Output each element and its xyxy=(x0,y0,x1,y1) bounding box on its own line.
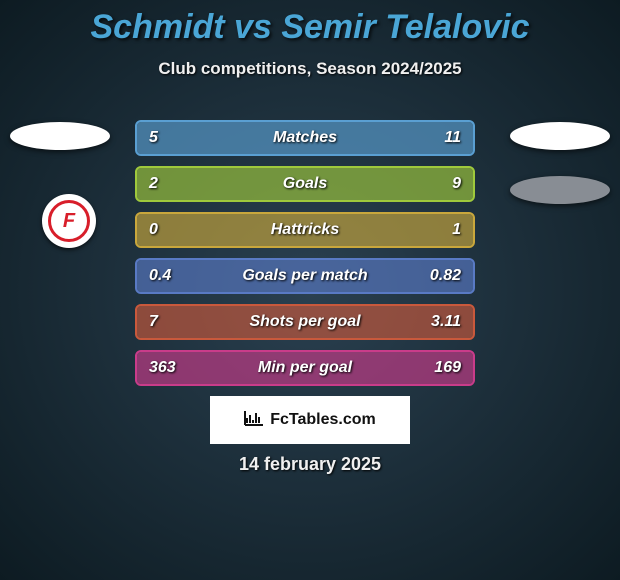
comparison-bars: 5Matches11 2Goals9 0Hattricks1 0.4Goals per… xyxy=(135,120,475,396)
stat-label: Hattricks xyxy=(207,221,403,239)
stat-label: Min per goal xyxy=(207,359,403,377)
stat-row-matches: 5Matches11 xyxy=(135,120,475,156)
stat-value-right: 9 xyxy=(403,175,473,193)
date-text: 14 february 2025 xyxy=(0,454,620,475)
source-logo: FcTables.com xyxy=(210,396,410,444)
stat-row-goals-per-match: 0.4Goals per match0.82 xyxy=(135,258,475,294)
stat-row-goals: 2Goals9 xyxy=(135,166,475,202)
stat-value-right: 1 xyxy=(403,221,473,239)
stat-row-shots-per-goal: 7Shots per goal3.11 xyxy=(135,304,475,340)
chart-icon xyxy=(244,410,264,431)
club-badge-text: F xyxy=(48,200,90,242)
stat-value-left: 7 xyxy=(137,313,207,331)
page-title: Schmidt vs Semir Telalovic xyxy=(0,0,620,47)
stat-label: Shots per goal xyxy=(207,313,403,331)
stat-label: Goals per match xyxy=(207,267,403,285)
source-logo-text: FcTables.com xyxy=(270,411,376,429)
subtitle: Club competitions, Season 2024/2025 xyxy=(0,59,620,79)
player-right-avatar xyxy=(510,122,610,150)
stat-value-left: 363 xyxy=(137,359,207,377)
stat-value-left: 2 xyxy=(137,175,207,193)
club-badge-left: F xyxy=(42,194,96,248)
stat-value-right: 169 xyxy=(403,359,473,377)
stat-value-left: 0.4 xyxy=(137,267,207,285)
stat-label: Goals xyxy=(207,175,403,193)
stat-row-min-per-goal: 363Min per goal169 xyxy=(135,350,475,386)
stat-value-right: 11 xyxy=(403,129,473,147)
player-right-club-avatar xyxy=(510,176,610,204)
stat-row-hattricks: 0Hattricks1 xyxy=(135,212,475,248)
stat-value-right: 3.11 xyxy=(403,313,473,331)
stat-value-right: 0.82 xyxy=(403,267,473,285)
stat-label: Matches xyxy=(207,129,403,147)
stat-value-left: 0 xyxy=(137,221,207,239)
player-left-avatar xyxy=(10,122,110,150)
stat-value-left: 5 xyxy=(137,129,207,147)
